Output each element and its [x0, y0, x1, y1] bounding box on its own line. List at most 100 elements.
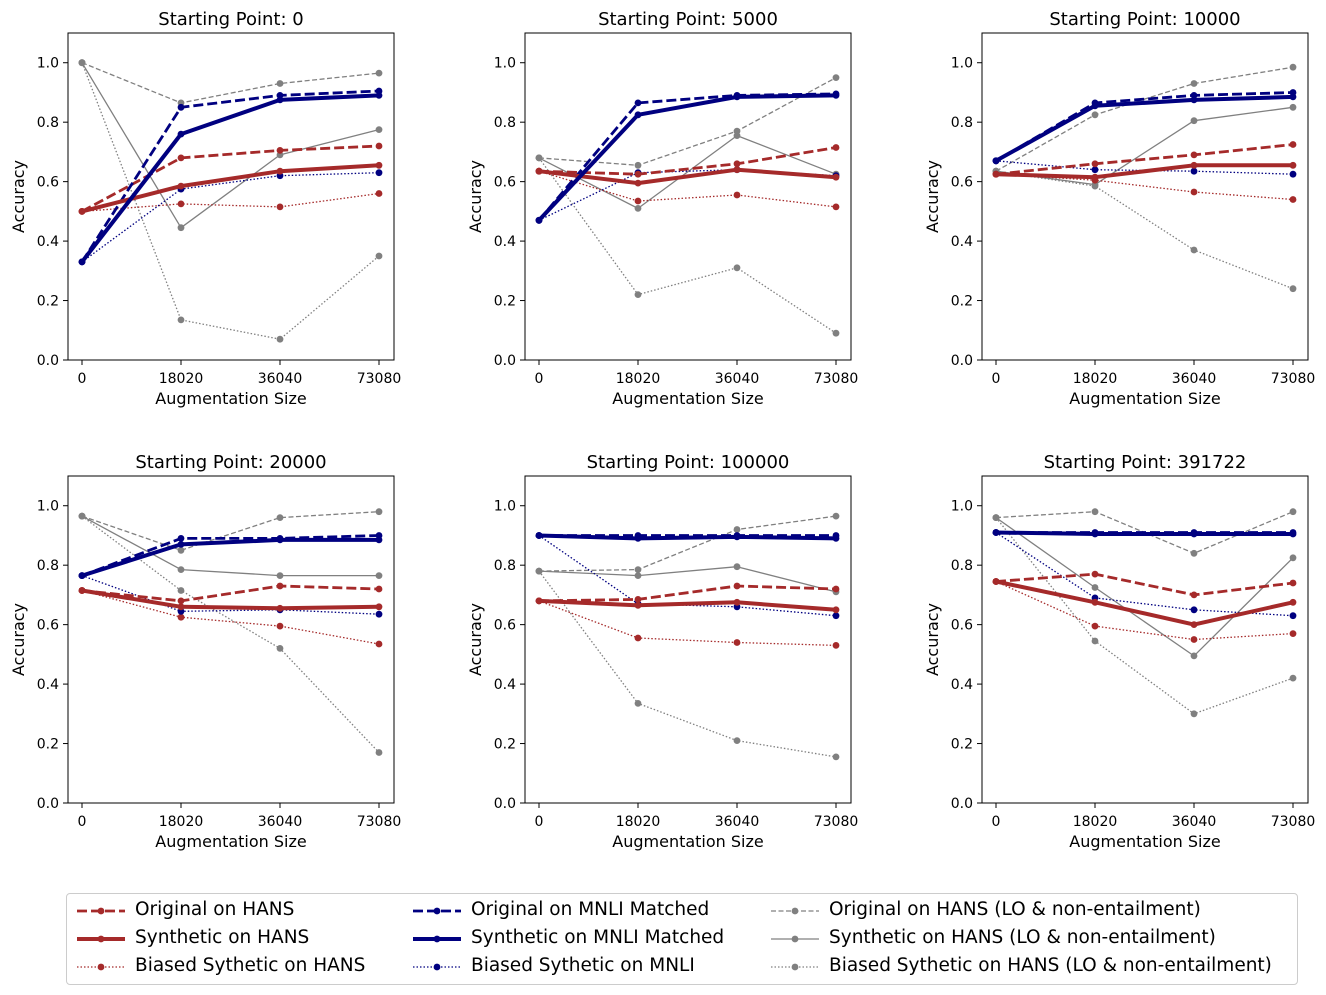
x-tick-label: 36040 — [715, 371, 760, 387]
data-point — [276, 604, 284, 612]
data-point — [375, 585, 383, 593]
data-point — [1190, 96, 1198, 104]
plot-frame — [67, 32, 395, 361]
data-point — [1091, 570, 1099, 578]
x-tick-label: 0 — [992, 371, 1001, 387]
series-line-original-on-hans — [538, 146, 837, 176]
x-axis-label: Augmentation Size — [1069, 389, 1220, 408]
data-point — [1289, 674, 1297, 682]
data-point — [375, 572, 383, 579]
data-point — [1289, 508, 1297, 516]
data-point — [177, 130, 185, 138]
series-line-original-on-mnli-matched — [81, 534, 380, 577]
series-line-biased-sythetic-on-hans — [81, 589, 380, 645]
series-line-synthetic-on-mnli-matched — [81, 537, 379, 578]
series-line-biased-sythetic-on-mnli — [81, 574, 380, 615]
series-line-biased-sythetic-on-hans-lo-non-entailment — [81, 515, 380, 753]
series-line-synthetic-on-hans — [81, 588, 380, 611]
y-tick-label: 0.4 — [494, 234, 516, 250]
data-point — [1091, 622, 1099, 630]
chart-panel-3: 0.0 0.2 0.4 0.6 0.8 1.0 0 18020 36040 73080 Starti… — [923, 9, 1315, 408]
data-point — [1190, 606, 1198, 614]
y-tick-label: 0.0 — [494, 353, 516, 369]
data-point — [177, 224, 185, 232]
plot-frame — [981, 475, 1309, 804]
y-tick-label: 0.0 — [951, 796, 973, 812]
data-point — [832, 74, 840, 81]
series-line-biased-sythetic-on-hans-lo-non-entailment — [81, 62, 380, 340]
data-point — [1289, 598, 1297, 606]
data-point — [1091, 173, 1099, 181]
data-point — [276, 335, 284, 343]
series-line-synthetic-on-hans-lo-non-entailment — [81, 515, 379, 577]
x-tick-label: 36040 — [1172, 814, 1217, 830]
data-point — [276, 96, 284, 104]
x-tick-label: 18020 — [159, 371, 204, 387]
legend-swatch — [413, 963, 461, 971]
data-point — [634, 205, 642, 212]
data-point — [1091, 530, 1099, 538]
data-point — [535, 532, 543, 539]
series-line-biased-sythetic-on-hans — [995, 580, 1294, 641]
data-point — [832, 329, 840, 337]
data-point — [733, 264, 741, 272]
data-point — [1289, 530, 1297, 538]
data-point — [1190, 591, 1198, 599]
data-point — [832, 535, 840, 542]
data-point — [832, 585, 840, 593]
chart-panel-5: 0.0 0.2 0.4 0.6 0.8 1.0 0 18020 36040 73080 Starti… — [466, 452, 858, 851]
data-point — [276, 514, 284, 521]
data-point — [177, 316, 185, 324]
data-point — [276, 147, 284, 154]
y-tick-label: 0.4 — [37, 677, 59, 693]
x-tick-label: 18020 — [616, 371, 661, 387]
legend-label: Biased Sythetic on HANS — [135, 955, 366, 976]
data-point — [1091, 111, 1099, 119]
data-point — [832, 512, 840, 520]
legend-label: Original on HANS — [135, 899, 295, 920]
data-point — [634, 700, 642, 707]
data-point — [375, 610, 383, 618]
data-point — [1190, 151, 1198, 159]
data-point — [634, 535, 642, 542]
y-tick-label: 0.0 — [37, 353, 59, 369]
data-point — [1289, 285, 1297, 293]
series-line-synthetic-on-hans-lo-non-entailment — [995, 106, 1294, 186]
panel-title: Starting Point: 391722 — [1044, 452, 1247, 473]
data-point — [1289, 196, 1297, 203]
data-point — [1190, 530, 1198, 538]
y-tick-label: 0.8 — [494, 115, 516, 131]
data-point — [78, 587, 86, 594]
data-point — [1091, 166, 1099, 174]
data-point — [733, 563, 741, 571]
data-point — [535, 167, 543, 175]
y-tick-label: 0.8 — [951, 558, 973, 574]
data-point — [177, 613, 185, 621]
y-tick-label: 0.4 — [951, 677, 973, 693]
y-tick-label: 0.4 — [951, 234, 973, 250]
data-point — [733, 598, 741, 606]
y-tick-label: 0.8 — [37, 558, 59, 574]
legend-label: Synthetic on HANS — [135, 927, 310, 948]
x-tick-label: 73080 — [1271, 371, 1316, 387]
legend-swatch — [771, 963, 819, 971]
x-tick-label: 36040 — [715, 814, 760, 830]
data-point — [832, 92, 840, 99]
legend-label: Original on MNLI Matched — [471, 899, 710, 920]
series-line-original-on-mnli-matched — [80, 89, 380, 263]
data-point — [992, 529, 1000, 536]
series-line-synthetic-on-hans-lo-non-entailment — [538, 134, 837, 210]
legend-label: Synthetic on MNLI Matched — [471, 927, 725, 948]
x-axis-label: Augmentation Size — [155, 389, 306, 408]
legend-swatch — [413, 907, 461, 915]
series-line-biased-sythetic-on-hans — [538, 600, 837, 647]
x-tick-label: 73080 — [814, 371, 859, 387]
series-line-biased-sythetic-on-mnli — [81, 172, 380, 263]
data-point — [1091, 160, 1099, 168]
data-point — [375, 640, 383, 648]
data-point — [276, 645, 284, 652]
plot-frame — [524, 32, 852, 361]
data-point — [733, 132, 741, 140]
data-point — [276, 536, 284, 544]
chart-panel-6: 0.0 0.2 0.4 0.6 0.8 1.0 0 18020 36040 73080 Starti… — [923, 452, 1315, 851]
